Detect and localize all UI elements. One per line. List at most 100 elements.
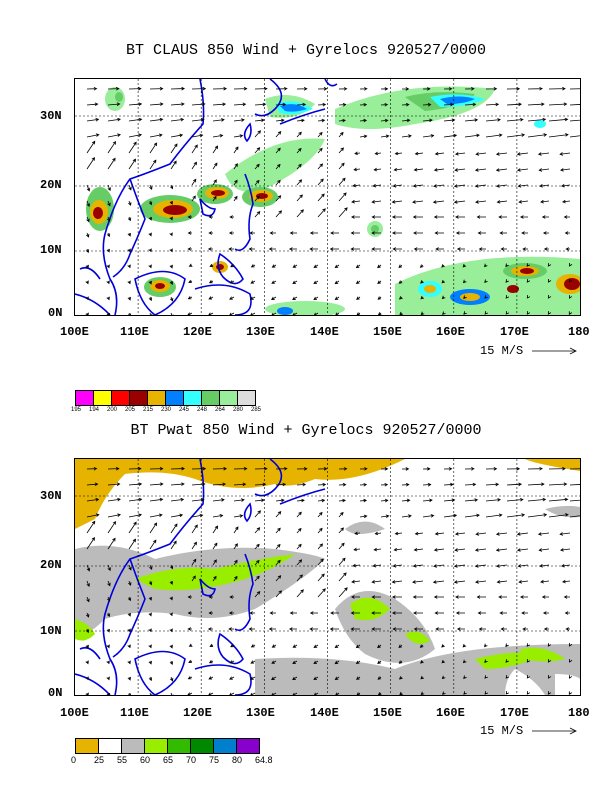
- wind-arrow: [414, 151, 424, 156]
- wind-arrow: [522, 627, 528, 631]
- wind-arrow: [338, 572, 347, 582]
- wind-arrow: [506, 513, 526, 518]
- wind-arrow: [565, 247, 570, 251]
- wind-arrow: [435, 627, 444, 631]
- wind-arrow: [107, 102, 121, 106]
- wind-arrow: [569, 135, 580, 138]
- wind-arrow: [233, 482, 247, 487]
- wind-arrow: [296, 574, 303, 582]
- wind-arrow: [275, 543, 281, 550]
- graticule: [75, 79, 580, 315]
- wind-arrow: [86, 482, 99, 487]
- wind-arrow: [352, 183, 361, 188]
- wind-arrow: [128, 200, 132, 206]
- wind-arrow: [399, 691, 403, 695]
- wind-arrow: [128, 482, 143, 486]
- wind-arrow: [107, 580, 111, 587]
- wind-arrow: [170, 160, 177, 170]
- wind-arrow: [569, 119, 580, 122]
- wind-arrow: [412, 200, 424, 204]
- colorbar-swatch: [75, 390, 94, 406]
- wind-arrow: [350, 627, 360, 631]
- wind-arrow: [485, 482, 500, 487]
- wind-arrow: [128, 158, 136, 170]
- wind-arrow: [292, 644, 298, 648]
- wind-arrow: [443, 498, 456, 502]
- wind-arrow: [422, 118, 433, 123]
- wind-arrow: [317, 543, 324, 550]
- wind-arrow: [275, 195, 282, 202]
- colorbar-label: 200: [107, 407, 118, 413]
- wind-arrow: [350, 611, 360, 615]
- wind-arrow: [548, 117, 569, 122]
- wind-arrow: [505, 295, 510, 299]
- wind-arrow: [562, 199, 571, 204]
- wind-arrow: [569, 643, 573, 647]
- wind-arrow: [127, 312, 132, 315]
- wind-arrow: [422, 467, 431, 471]
- wind-arrow: [270, 296, 277, 300]
- wind-arrow: [568, 691, 573, 695]
- wind-arrow: [420, 660, 424, 664]
- wind-arrow: [521, 611, 528, 615]
- wind-arrow: [356, 676, 361, 680]
- wind-arrow: [86, 140, 96, 154]
- wind-arrow: [107, 184, 111, 192]
- wind-arrow: [233, 498, 245, 502]
- wind-arrow: [412, 580, 424, 584]
- wind-arrow: [526, 294, 531, 299]
- wind-arrow: [107, 117, 121, 122]
- wind-arrow: [359, 87, 368, 91]
- lon-tick-label: 100E: [60, 706, 89, 720]
- wind-arrow: [463, 295, 467, 299]
- wind-arrow: [106, 660, 110, 665]
- wind-arrow: [191, 498, 205, 502]
- wind-arrow: [484, 263, 488, 268]
- wind-arrow: [433, 168, 445, 172]
- wind-arrow: [474, 184, 487, 188]
- wind-arrow: [498, 595, 507, 599]
- wind-arrow: [85, 296, 89, 301]
- wind-arrow: [377, 296, 382, 300]
- wind-arrow: [516, 548, 529, 552]
- wind-arrow: [169, 264, 173, 269]
- wind-arrow: [442, 311, 446, 315]
- wind-arrow: [329, 247, 339, 251]
- lon-tick-label: 110E: [120, 706, 149, 720]
- wind-arrow: [474, 548, 487, 552]
- wind-arrow: [85, 312, 89, 315]
- wind-arrow: [170, 692, 174, 695]
- wind-arrow: [317, 102, 327, 107]
- colorbar-swatch: [98, 738, 122, 754]
- wind-arrow: [372, 183, 382, 188]
- wind-arrow: [191, 575, 196, 582]
- wind-arrow: [526, 690, 531, 695]
- wind-arrow: [169, 248, 173, 253]
- wind-arrow: [380, 134, 390, 138]
- wind-arrow: [86, 537, 95, 550]
- colorbar-swatch: [201, 390, 220, 406]
- colorbar-swatch: [167, 738, 191, 754]
- wind-arrow: [338, 527, 344, 534]
- wind-arrow: [377, 264, 382, 269]
- wind-arrow: [568, 311, 573, 315]
- wind-arrow: [420, 691, 425, 695]
- wind-arrow: [547, 311, 552, 315]
- wind-arrow: [371, 627, 381, 631]
- colorbar-swatch: [129, 390, 148, 406]
- bottom-panel-title: BT Pwat 850 Wind + Gyrelocs 920527/0000: [130, 422, 482, 439]
- wind-arrow: [413, 247, 423, 251]
- wind-arrow: [380, 514, 390, 518]
- wind-arrow: [462, 263, 467, 268]
- wind-arrow: [441, 264, 445, 268]
- wind-arrow: [292, 676, 298, 681]
- wind-arrow: [275, 86, 288, 91]
- wind-arrow: [127, 248, 131, 253]
- wind-arrow: [313, 280, 319, 285]
- wind-arrow: [413, 547, 424, 552]
- wind-arrow: [296, 194, 303, 202]
- wind-arrow: [271, 660, 277, 664]
- wind-arrow: [187, 627, 192, 631]
- colorbar-label: 280: [233, 407, 244, 413]
- wind-arrow: [539, 564, 550, 568]
